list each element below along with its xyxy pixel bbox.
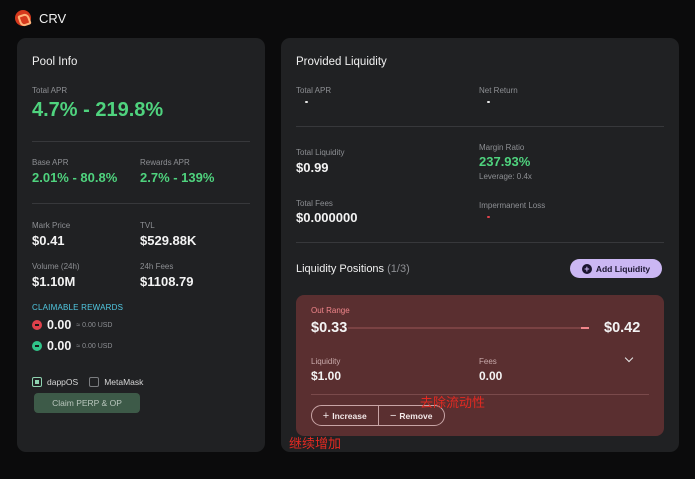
reward-usd: ≈ 0.00 USD (76, 342, 113, 350)
rewards-apr-label: Rewards APR (140, 158, 190, 167)
net-return-label: Net Return (479, 86, 518, 95)
position-liquidity-label: Liquidity (311, 357, 341, 366)
metamask-checkbox[interactable] (89, 377, 100, 387)
tvl-value: $529.88K (140, 233, 197, 248)
provided-liquidity-title: Provided Liquidity (296, 56, 387, 68)
total-liquidity-label: Total Liquidity (296, 148, 345, 157)
liquidity-position-card[interactable]: Out Range $0.33 $0.42 Liquidity $1.00 Fe… (296, 295, 664, 436)
position-fees-value: 0.00 (479, 369, 503, 383)
tvl-label: TVL (140, 221, 155, 230)
total-apr-label: Total APR (296, 86, 332, 95)
total-apr-label: Total APR (32, 86, 68, 95)
header: CRV (15, 10, 66, 26)
increase-label: Increase (332, 410, 367, 421)
reward-amount: 0.00 (47, 339, 72, 353)
out-range-status: Out Range (311, 306, 350, 315)
range-bar (348, 327, 588, 329)
position-fees-label: Fees (479, 357, 497, 366)
range-high-value: $0.42 (604, 320, 641, 336)
base-apr-value: 2.01% - 80.8% (32, 170, 118, 185)
rewards-apr-value: 2.7% - 139% (140, 170, 215, 185)
increase-annotation: 继续增加 (289, 437, 342, 452)
base-apr-label: Base APR (32, 158, 69, 167)
pool-info-title: Pool Info (32, 56, 78, 68)
fees-24h-label: 24h Fees (140, 262, 174, 271)
mark-price-label: Mark Price (32, 221, 71, 230)
net-return-value (487, 101, 490, 103)
remove-label: Remove (399, 410, 433, 421)
range-low-value: $0.33 (311, 320, 348, 336)
position-liquidity-value: $1.00 (311, 369, 342, 383)
dappos-label[interactable]: dappOS (47, 377, 79, 387)
liquidity-positions-label: Liquidity Positions (296, 263, 385, 275)
range-marker (581, 327, 589, 329)
positions-count: (1/3) (387, 263, 410, 275)
margin-ratio-label: Margin Ratio (479, 143, 525, 152)
position-actions: + Increase − Remove (311, 405, 445, 426)
total-fees-value: $0.000000 (296, 210, 358, 225)
remove-button[interactable]: − Remove (377, 406, 445, 425)
perp-token-icon (32, 320, 42, 330)
token-name: CRV (39, 10, 67, 26)
provided-liquidity-card: Provided Liquidity Total APR Net Return … (281, 38, 679, 452)
metamask-label[interactable]: MetaMask (104, 377, 144, 387)
claimable-rewards-title: CLAIMABLE REWARDS (32, 303, 124, 312)
reward-row-perp: 0.00 ≈ 0.00 USD (32, 318, 112, 332)
op-token-icon (32, 341, 42, 351)
divider (32, 141, 250, 142)
crv-logo-icon (15, 10, 31, 26)
impermanent-loss-label: Impermanent Loss (479, 201, 546, 210)
minus-icon: − (389, 409, 397, 422)
plus-icon: + (322, 409, 330, 422)
pool-info-card: Pool Info Total APR 4.7% - 219.8% Base A… (17, 38, 265, 452)
divider (32, 203, 250, 204)
margin-ratio-value: 237.93% (479, 154, 531, 169)
impermanent-loss-value (487, 216, 490, 218)
divider (296, 126, 664, 127)
total-liquidity-value: $0.99 (296, 160, 329, 175)
fees-24h-value: $1108.79 (140, 274, 194, 289)
increase-button[interactable]: + Increase (312, 406, 378, 425)
total-apr-value: 4.7% - 219.8% (32, 99, 164, 121)
chevron-down-icon[interactable] (624, 353, 634, 363)
total-fees-label: Total Fees (296, 199, 333, 208)
plus-icon: + (581, 263, 592, 274)
leverage-text: Leverage: 0.4x (479, 172, 532, 181)
add-liquidity-label: Add Liquidity (595, 263, 651, 274)
reward-row-op: 0.00 ≈ 0.00 USD (32, 339, 112, 353)
liquidity-positions-title: Liquidity Positions (1/3) (296, 263, 410, 275)
total-apr-value (305, 101, 308, 103)
volume-label: Volume (24h) (32, 262, 80, 271)
claim-rewards-button[interactable]: Claim PERP & OP (34, 393, 140, 413)
add-liquidity-button[interactable]: + Add Liquidity (570, 259, 662, 278)
divider (311, 394, 649, 395)
reward-usd: ≈ 0.00 USD (76, 321, 113, 329)
mark-price-value: $0.41 (32, 233, 65, 248)
volume-value: $1.10M (32, 274, 76, 289)
wallet-selector: dappOS MetaMask (32, 377, 143, 387)
dappos-checkbox[interactable] (32, 377, 42, 387)
remove-annotation: 去除流动性 (420, 396, 486, 411)
divider (296, 242, 664, 243)
reward-amount: 0.00 (47, 318, 72, 332)
